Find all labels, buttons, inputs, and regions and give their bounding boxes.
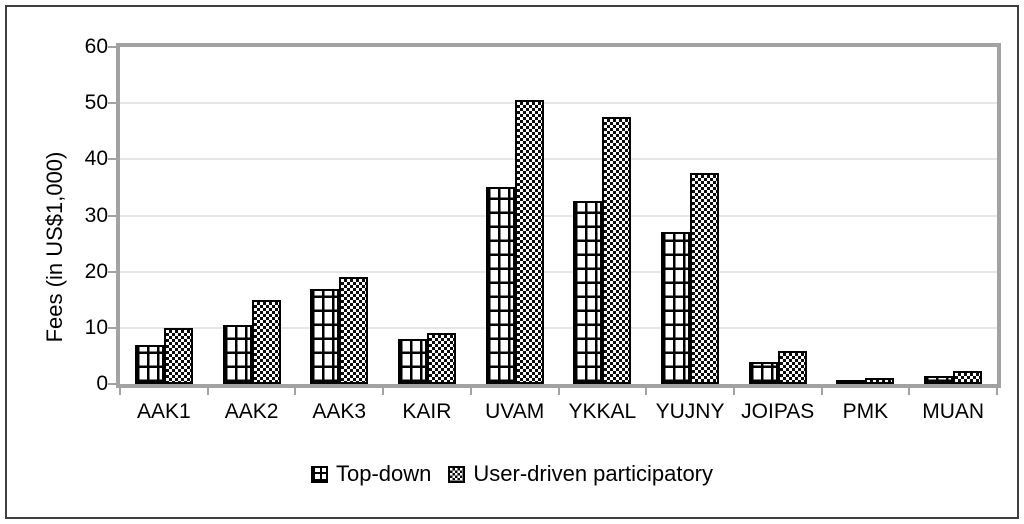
bar-user-driven-participatory-yujny (690, 173, 720, 384)
y-tick-label-30: 30 (84, 203, 108, 227)
bar-top-down-aak2 (222, 325, 252, 384)
y-tick-label-40: 40 (84, 147, 108, 171)
y-tick-mark-40 (108, 158, 116, 161)
x-category-label-aak1: AAK1 (136, 400, 191, 423)
plot-area (116, 43, 1001, 388)
y-tick-label-20: 20 (84, 259, 108, 283)
legend-item-user-driven: User-driven participatory (448, 461, 713, 487)
gridline-30 (120, 214, 997, 217)
bar-user-driven-participatory-ykkal (602, 117, 632, 384)
bar-top-down-kair (397, 339, 427, 384)
y-tick-mark-10 (108, 326, 116, 329)
gridline-40 (120, 158, 997, 161)
x-category-label-aak3: AAK3 (312, 400, 367, 423)
y-tick-label-0: 0 (96, 372, 108, 395)
y-tick-mark-50 (108, 102, 116, 105)
y-tick-mark-60 (108, 46, 116, 48)
legend-item-top-down: Top-down (310, 461, 432, 487)
bar-user-driven-participatory-muan (953, 371, 983, 384)
y-tick-mark-20 (108, 270, 116, 273)
x-category-label-muan: MUAN (922, 400, 985, 423)
x-tick-mark-4 (469, 388, 472, 395)
x-category-label-uvam: UVAM (485, 400, 545, 423)
bar-user-driven-participatory-aak3 (339, 277, 369, 384)
bar-top-down-aak3 (310, 288, 340, 384)
legend-label: Top-down (335, 461, 432, 486)
bar-top-down-ykkal (573, 201, 603, 384)
x-tick-mark-6 (645, 388, 648, 395)
x-tick-mark-1 (206, 388, 209, 395)
bar-top-down-yujny (661, 232, 691, 384)
x-tick-mark-9 (908, 388, 911, 395)
bar-user-driven-participatory-joipas (777, 351, 807, 384)
bar-top-down-joipas (748, 361, 778, 384)
x-category-label-pmk: PMK (842, 400, 889, 423)
legend-swatch-grid-hatch-icon (310, 465, 328, 483)
bar-user-driven-participatory-uvam (514, 100, 544, 384)
bar-top-down-pmk (836, 380, 866, 384)
x-category-label-joipas: JOIPAS (741, 400, 815, 423)
bar-user-driven-participatory-kair (426, 333, 456, 384)
bar-top-down-uvam (485, 187, 515, 384)
y-tick-mark-0 (108, 383, 116, 385)
gridline-20 (120, 270, 997, 273)
y-tick-label-60: 60 (84, 35, 108, 58)
legend-label: User-driven participatory (473, 461, 714, 486)
y-tick-mark-30 (108, 214, 116, 217)
x-tick-mark-3 (382, 388, 385, 395)
x-tick-mark-2 (294, 388, 297, 395)
y-tick-label-10: 10 (84, 315, 108, 339)
x-tick-mark-8 (820, 388, 823, 395)
bar-top-down-aak1 (134, 344, 164, 384)
x-tick-mark-5 (557, 388, 560, 395)
bar-user-driven-participatory-aak1 (163, 327, 193, 384)
x-tick-mark-10 (996, 388, 998, 395)
x-category-label-kair: KAIR (402, 400, 452, 423)
x-category-label-ykkal: YKKAL (568, 400, 637, 423)
gridline-50 (120, 102, 997, 105)
legend: Top-down User-driven participatory (0, 461, 1024, 487)
x-tick-mark-0 (119, 388, 121, 395)
bar-user-driven-participatory-pmk (865, 378, 895, 384)
y-tick-label-50: 50 (84, 91, 108, 115)
bar-user-driven-participatory-aak2 (251, 299, 281, 384)
gridline-10 (120, 326, 997, 329)
y-axis-title: Fees (in US$1,000) (42, 151, 67, 343)
legend-swatch-checkerboard-icon (448, 465, 466, 483)
x-category-label-aak2: AAK2 (224, 400, 279, 423)
x-tick-mark-7 (732, 388, 735, 395)
bar-top-down-muan (924, 375, 954, 384)
x-category-label-yujny: YUJNY (655, 400, 725, 423)
